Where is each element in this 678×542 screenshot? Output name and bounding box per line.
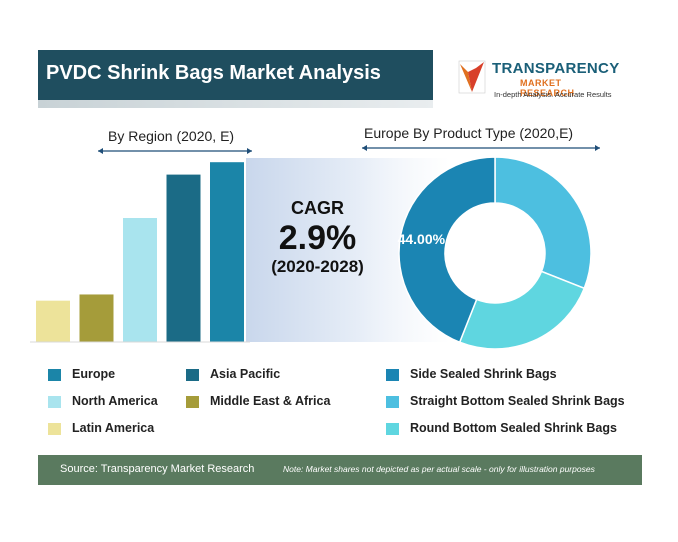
bar-title-line	[98, 148, 252, 154]
rule-right-marker	[247, 148, 252, 154]
bar-asia-pacific	[166, 174, 201, 342]
cagr-box: CAGR 2.9% (2020-2028)	[255, 198, 380, 277]
slice-data-label: 44.00%	[398, 231, 446, 247]
pie-chart-title: Europe By Product Type (2020,E)	[364, 125, 574, 141]
bar-europe	[210, 162, 244, 342]
title-accent-bar	[38, 100, 433, 108]
legend-label: Side Sealed Shrink Bags	[410, 367, 557, 381]
legend-label: Middle East & Africa	[210, 394, 331, 408]
legend-label: Straight Bottom Sealed Shrink Bags	[410, 394, 625, 408]
logo-name: TRANSPARENCY	[492, 60, 620, 77]
legend-swatch	[186, 396, 199, 408]
bar-middle-east-africa	[79, 294, 114, 342]
logo-tagline: In-depth Analysis. Accurate Results	[494, 90, 612, 99]
pie-title-line	[362, 145, 600, 151]
legend-label: Latin America	[72, 421, 155, 435]
footer-source: Source: Transparency Market Research	[60, 463, 255, 475]
slice-straight-bottom-sealed-shrink-bags	[494, 156, 592, 290]
rule-left-marker	[362, 145, 367, 151]
footer-bar: Source: Transparency Market Research Not…	[38, 455, 642, 485]
rule-left-marker	[98, 148, 103, 154]
legend-swatch	[186, 369, 199, 381]
logo-mark-icon	[458, 60, 486, 94]
logo-subtitle: MARKET RESEARCH	[520, 78, 575, 98]
cagr-label: CAGR	[291, 198, 344, 218]
rule-right-marker	[595, 145, 600, 151]
legend-label: Europe	[72, 367, 116, 381]
cagr-value: 2.9%	[278, 219, 357, 257]
legend-label: North America	[72, 394, 158, 408]
bar-latin-america	[36, 300, 70, 342]
legend-swatch	[386, 396, 399, 408]
slice-side-sealed-shrink-bags	[398, 156, 496, 344]
brand-logo: TRANSPARENCY MARKET RESEARCH In-depth An…	[458, 58, 620, 104]
legend-swatch	[386, 423, 399, 435]
bar-chart-title: By Region (2020, E)	[108, 128, 235, 144]
cagr-period: (2020-2028)	[271, 257, 364, 276]
bar-north-america	[123, 218, 157, 342]
legend-swatch	[48, 369, 61, 381]
legend-label: Round Bottom Sealed Shrink Bags	[410, 421, 617, 435]
footer-note: Note: Market shares not depicted as per …	[283, 464, 595, 474]
legend-swatch	[386, 369, 399, 381]
page-title: PVDC Shrink Bags Market Analysis	[46, 62, 381, 84]
legend-swatch	[48, 423, 61, 435]
legend-swatch	[48, 396, 61, 408]
title-band: PVDC Shrink Bags Market Analysis	[38, 50, 433, 108]
legend-label: Asia Pacific	[210, 367, 281, 381]
slice-round-bottom-sealed-shrink-bags	[458, 270, 586, 350]
